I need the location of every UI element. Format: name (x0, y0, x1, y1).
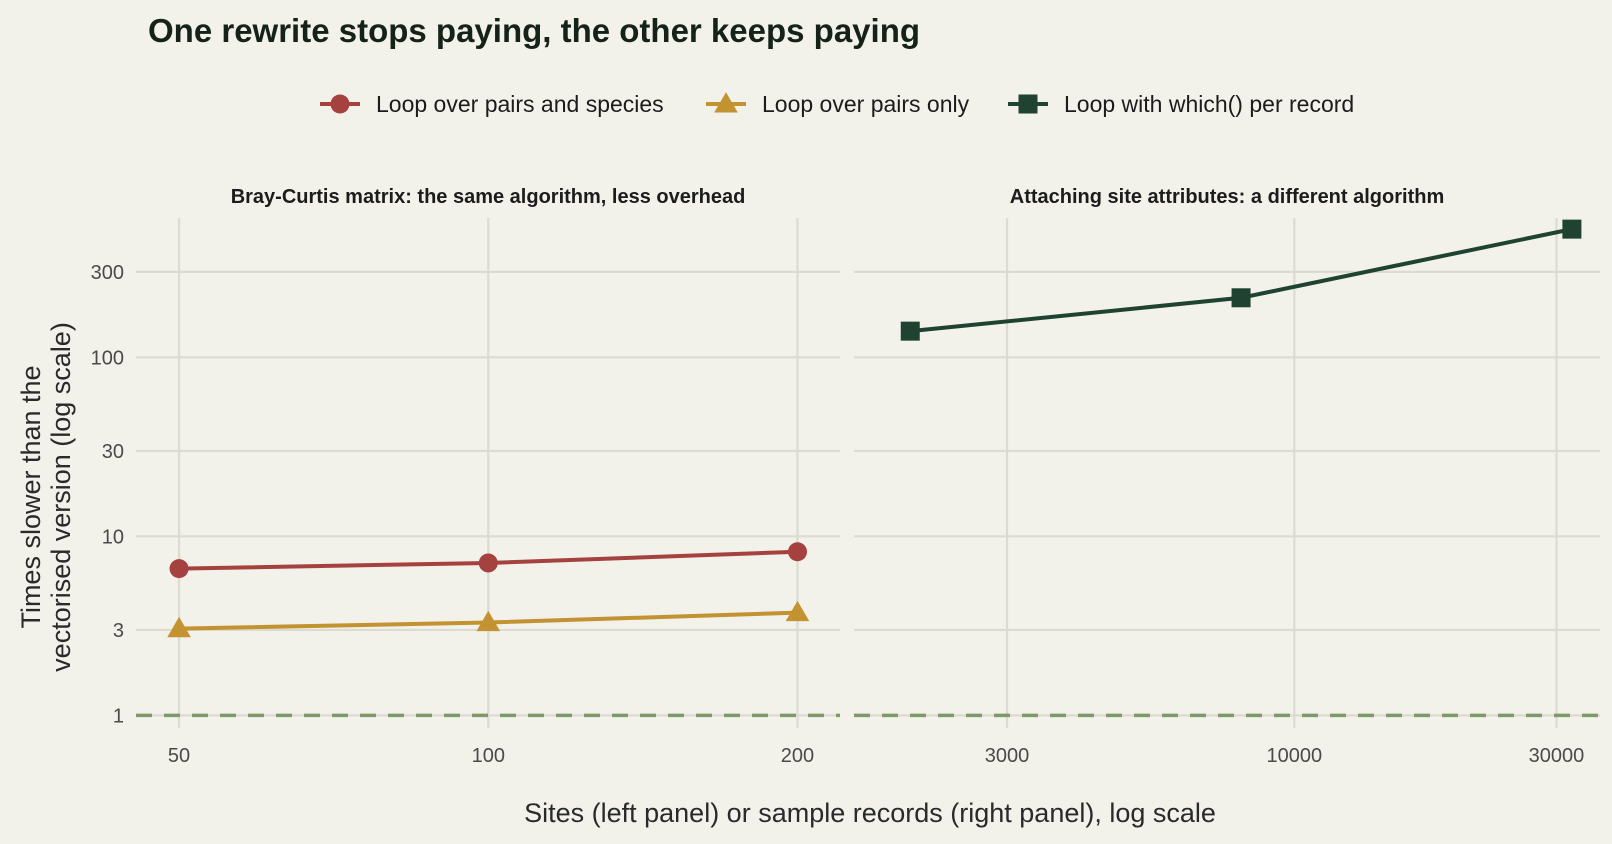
axis-titles: Sites (left panel) or sample records (ri… (16, 322, 1216, 828)
y-tick-label: 1 (113, 705, 124, 727)
y-tick-label: 3 (113, 620, 124, 642)
data-point (1231, 288, 1251, 308)
legend-label: Loop over pairs only (762, 91, 970, 117)
data-point (787, 542, 807, 562)
y-axis-title-line-1: Times slower than the (16, 365, 46, 628)
panel-1: Bray-Curtis matrix: the same algorithm, … (136, 186, 840, 767)
panel-title: Attaching site attributes: a different a… (1010, 186, 1444, 208)
data-point (169, 559, 189, 579)
y-axis-title-line-2: vectorised version (log scale) (46, 322, 76, 672)
legend-item-loop-with-which-per-record: Loop with which() per record (1008, 91, 1354, 117)
y-axis-tick-labels: 1 3 10 30 100 300 (91, 262, 124, 727)
legend-key-marker (330, 94, 350, 114)
gridlines (854, 218, 1600, 728)
series-loop-with-which-per-record (900, 219, 1582, 341)
x-axis-title: Sites (left panel) or sample records (ri… (524, 798, 1216, 828)
panels: 1 3 10 30 100 300 Bray-Curtis matrix: the same… (91, 186, 1600, 767)
y-tick-label: 10 (102, 526, 124, 548)
gridlines (136, 218, 840, 728)
panel-2: Attaching site attributes: a different a… (854, 186, 1600, 767)
legend-item-loop-over-pairs-only: Loop over pairs only (706, 91, 970, 117)
data-point (478, 553, 498, 573)
x-tick-label: 30000 (1529, 745, 1585, 767)
data-point (167, 616, 191, 638)
x-tick-label: 3000 (985, 745, 1030, 767)
x-axis-tick-labels: 3000 10000 30000 (985, 745, 1585, 767)
data-point (785, 600, 810, 622)
x-tick-label: 200 (781, 745, 814, 767)
x-tick-label: 50 (168, 745, 190, 767)
x-axis-tick-labels: 50 100 200 (168, 745, 814, 767)
y-tick-label: 30 (102, 441, 124, 463)
legend-item-loop-over-pairs-and-species: Loop over pairs and species (320, 91, 664, 117)
y-tick-label: 300 (91, 262, 124, 284)
series-loop-over-pairs-only (167, 600, 810, 638)
series-loop-over-pairs-and-species (169, 542, 807, 579)
panel-title: Bray-Curtis matrix: the same algorithm, … (231, 186, 746, 208)
chart-title: One rewrite stops paying, the other keep… (148, 12, 920, 49)
x-tick-label: 10000 (1267, 745, 1323, 767)
data-point (900, 321, 920, 341)
x-tick-label: 100 (472, 745, 505, 767)
legend-label: Loop with which() per record (1064, 91, 1354, 117)
y-tick-label: 100 (91, 347, 124, 369)
legend: Loop over pairs and species Loop over pai… (320, 91, 1354, 117)
legend-key-marker (1018, 94, 1038, 114)
legend-label: Loop over pairs and species (376, 91, 664, 117)
series-line (910, 227, 1573, 334)
legend-key-marker (714, 92, 738, 113)
data-point (1562, 219, 1582, 239)
data-point (476, 610, 501, 632)
